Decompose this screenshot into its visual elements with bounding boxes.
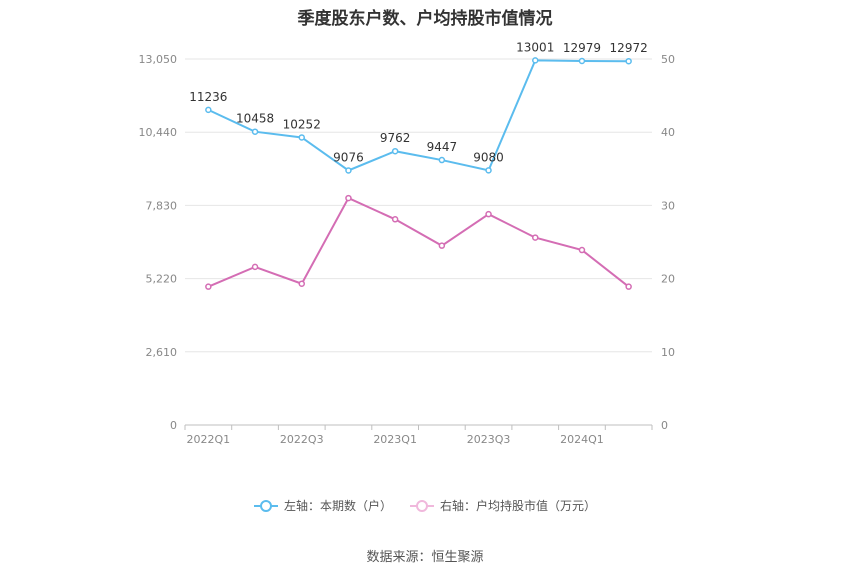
left-tick-label: 2,610	[146, 346, 178, 359]
left-tick-label: 0	[170, 419, 177, 432]
x-tick-label: 2022Q3	[280, 433, 324, 446]
right-tick-label: 30	[661, 199, 675, 212]
right-axis-ticks: 0 10 20 30 40 50	[661, 53, 675, 432]
data-point[interactable]	[391, 147, 399, 155]
data-point[interactable]	[625, 57, 632, 65]
data-label: 11236	[189, 90, 227, 104]
data-label: 10252	[283, 117, 321, 131]
data-point[interactable]	[625, 283, 632, 290]
legend-label-households: 左轴：本期数（户）	[283, 499, 392, 513]
data-point[interactable]	[438, 242, 446, 249]
right-tick-label: 10	[661, 346, 675, 359]
series-line-2	[207, 196, 630, 288]
data-label: 12979	[563, 41, 601, 55]
right-tick-label: 50	[661, 53, 675, 66]
data-label: 9762	[380, 131, 411, 145]
data-point[interactable]	[251, 128, 259, 135]
legend-item-households[interactable]: 左轴：本期数（户）	[253, 497, 392, 514]
data-point[interactable]	[578, 57, 586, 65]
series-line-1	[207, 59, 629, 172]
series-lines: 11236 10458 10252 9076 9762 9447 9080 13001 1297…	[189, 40, 648, 290]
data-point[interactable]	[438, 156, 446, 164]
data-point[interactable]	[485, 210, 492, 218]
data-point[interactable]	[205, 106, 212, 114]
legend: 左轴：本期数（户） 右轴：户均持股市值（万元）	[0, 497, 850, 514]
legend-item-market-value[interactable]: 右轴：户均持股市值（万元）	[410, 497, 596, 514]
data-point[interactable]	[298, 134, 305, 141]
data-point[interactable]	[251, 263, 259, 271]
right-tick-label: 20	[661, 273, 675, 286]
data-point[interactable]	[391, 216, 399, 223]
right-tick-label: 0	[661, 419, 668, 432]
x-tick-label: 2023Q3	[467, 433, 511, 446]
x-tick-label: 2022Q1	[187, 433, 231, 446]
data-label: 10458	[236, 112, 274, 126]
left-tick-label: 7,830	[146, 199, 178, 212]
data-point[interactable]	[345, 167, 352, 174]
left-tick-label: 13,050	[139, 53, 178, 66]
legend-marker-market-value	[410, 499, 434, 512]
data-label: 9076	[333, 150, 364, 164]
data-label: 13001	[516, 40, 554, 54]
x-tick-label: 2024Q1	[560, 433, 604, 446]
right-tick-label: 40	[661, 126, 675, 139]
legend-label-market-value: 右轴：户均持股市值（万元）	[440, 499, 597, 513]
data-source: 数据来源：恒生聚源	[366, 550, 484, 565]
data-point[interactable]	[298, 280, 305, 287]
x-tick-label: 2023Q1	[373, 433, 417, 446]
data-label: 9447	[427, 140, 458, 154]
data-label: 12972	[610, 41, 648, 55]
data-point[interactable]	[485, 167, 492, 174]
data-point[interactable]	[532, 234, 539, 241]
data-point[interactable]	[578, 246, 586, 254]
left-axis-ticks: 0 2,610 5,220 7,830 10,440 13,050	[139, 53, 178, 432]
data-point[interactable]	[345, 194, 352, 202]
x-axis-ticks: 2022Q1 2022Q3 2023Q1 2023Q3 2024Q1	[184, 425, 653, 446]
left-tick-label: 10,440	[139, 126, 178, 139]
legend-marker-households	[253, 499, 278, 512]
data-label: 9080	[473, 150, 504, 164]
data-point[interactable]	[532, 57, 539, 64]
data-point[interactable]	[205, 283, 212, 290]
chart-title: 季度股东户数、户均持股市值情况	[297, 9, 553, 29]
left-tick-label: 5,220	[146, 273, 178, 286]
